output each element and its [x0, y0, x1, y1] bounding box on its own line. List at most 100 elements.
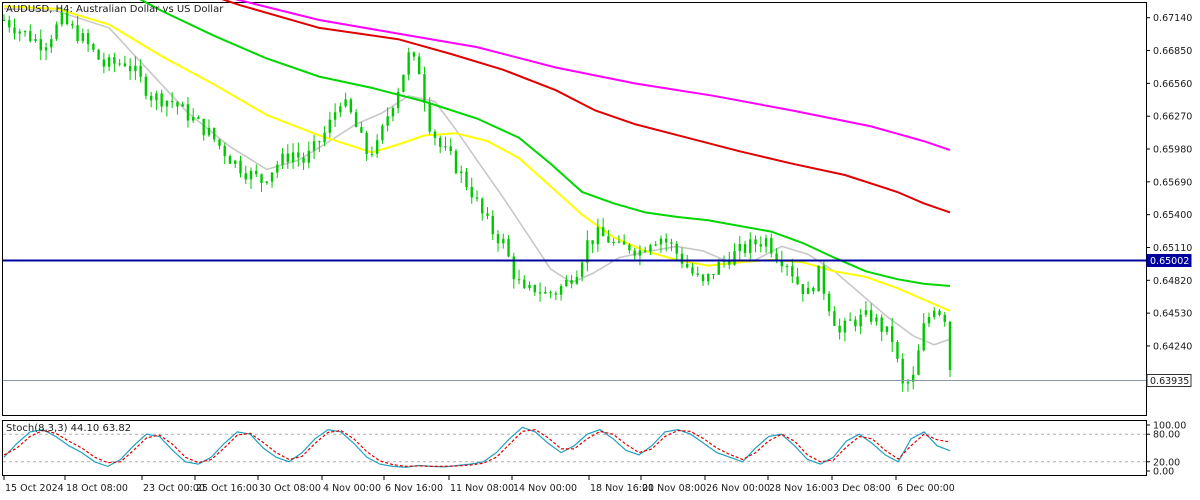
candle-body [801, 284, 805, 295]
candle-body [901, 358, 904, 384]
candle-body [943, 314, 946, 322]
stoch-tick-label: 100.00 [1153, 421, 1186, 432]
candle-body [391, 108, 395, 117]
sma200-line [221, 0, 951, 214]
candle-body [827, 293, 831, 312]
time-tick-label: 18 Oct 08:00 [66, 483, 128, 494]
candle-body [318, 141, 321, 143]
candle-body [780, 260, 784, 267]
candle-body [591, 240, 594, 245]
candle-body [628, 244, 631, 251]
candle-body [228, 156, 232, 164]
candle-body [13, 27, 16, 34]
stoch-tick-label: 20.00 [1153, 457, 1180, 468]
stoch-lines [3, 426, 951, 468]
candle-body [938, 310, 941, 315]
chart-title: AUDUSD, H4: Australian Dollar vs US Doll… [6, 4, 224, 15]
time-tick-label: 6 Dec 00:00 [897, 483, 955, 494]
candle-body [92, 44, 95, 50]
candle-body [707, 273, 710, 282]
price-tick-label: 0.64240 [1153, 341, 1192, 352]
price-tick-label: 0.65110 [1153, 243, 1192, 254]
support-price-tag [1146, 254, 1192, 267]
candle-body [948, 321, 952, 370]
price-tag-label: 0.65002 [1150, 256, 1189, 267]
candle-body [686, 263, 689, 268]
candle-body [922, 323, 925, 351]
candle-body [843, 320, 847, 333]
candle-body [423, 74, 426, 103]
price-tick-label: 0.64530 [1153, 309, 1192, 320]
candle-body [880, 317, 883, 332]
candle-body [234, 160, 237, 164]
sma500-line [234, 0, 951, 152]
candle-body [128, 66, 132, 72]
price-axis: 0.67140 0.66850 0.66560 0.66270 0.65980 0.656… [1146, 13, 1192, 352]
candle-body [454, 150, 458, 174]
candle-body [281, 153, 284, 165]
candle-body [207, 127, 211, 136]
candle-body [859, 314, 862, 327]
price-tick-label: 0.65690 [1153, 177, 1192, 188]
price-tick-label: 0.67140 [1153, 13, 1192, 24]
candle-body [381, 125, 384, 141]
candle-body [18, 31, 21, 34]
candle-body [517, 279, 521, 281]
price-tag-label: 0.63935 [1150, 376, 1189, 387]
candle-body [691, 267, 694, 274]
candle-body [712, 273, 715, 275]
candle-body [544, 292, 547, 294]
candle-body [612, 242, 615, 244]
candle-body [165, 100, 169, 107]
candle-body [796, 276, 799, 285]
time-tick-label: 28 Nov 16:00 [769, 483, 833, 494]
candle-body [449, 146, 452, 151]
candle-body [155, 93, 158, 101]
candle-body [701, 274, 705, 282]
stoch-tick-label: 0.00 [1153, 467, 1174, 478]
candle-body [370, 153, 374, 155]
candle-body [659, 238, 663, 245]
candle-body [365, 132, 368, 155]
candle-body [76, 25, 79, 42]
candle-body [565, 280, 568, 286]
candle-body [265, 181, 268, 183]
candle-body [838, 325, 841, 333]
stoch-signal-line [3, 428, 951, 468]
candle-body [417, 56, 421, 75]
candle-body [643, 250, 647, 252]
time-tick-label: 25 Oct 16:00 [196, 483, 258, 494]
candle-body [23, 31, 27, 33]
candle-body [291, 152, 295, 163]
candle-body [622, 241, 626, 245]
candle-body [743, 244, 747, 253]
horizontal-lines[interactable]: 0.65002 0.63935 [3, 254, 1192, 388]
candle-body [344, 99, 347, 107]
candle-body [696, 273, 699, 275]
time-tick-label: 23 Oct 00:00 [143, 483, 205, 494]
candle-body [339, 106, 342, 113]
candle-body [65, 12, 69, 25]
candle-body [197, 117, 200, 119]
candle-body [86, 33, 90, 45]
candle-body [912, 374, 915, 382]
candle-body [323, 132, 326, 143]
stoch-levels [3, 433, 1146, 463]
candle-body [29, 31, 32, 41]
candle-body [160, 93, 163, 107]
candle-body [328, 119, 332, 133]
candle-body [354, 112, 358, 128]
candle-body [107, 57, 111, 67]
candle-body [927, 317, 931, 324]
candle-body [728, 259, 731, 265]
time-tick-label: 11 Nov 08:00 [450, 483, 514, 494]
candle-body [486, 213, 489, 216]
candle-body [775, 253, 778, 261]
candle-body [896, 342, 899, 359]
candle-body [528, 284, 531, 289]
candle-body [39, 39, 42, 51]
candle-body [113, 57, 116, 64]
